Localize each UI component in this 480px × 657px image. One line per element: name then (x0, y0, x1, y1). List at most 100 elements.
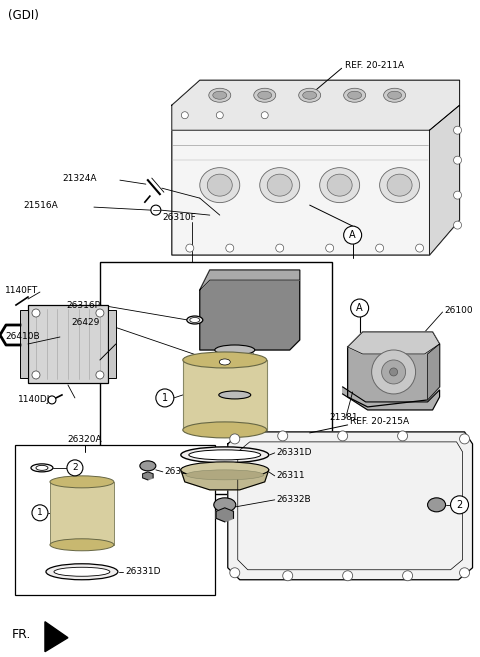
Ellipse shape (36, 465, 48, 470)
Ellipse shape (216, 350, 254, 357)
Ellipse shape (215, 345, 255, 355)
Polygon shape (428, 344, 440, 400)
Circle shape (186, 244, 194, 252)
Ellipse shape (428, 498, 445, 512)
Ellipse shape (186, 470, 264, 480)
Ellipse shape (189, 450, 261, 460)
Text: 21381: 21381 (330, 413, 358, 422)
Circle shape (451, 496, 468, 514)
Circle shape (403, 571, 413, 581)
Ellipse shape (187, 316, 203, 324)
Text: 26311: 26311 (277, 471, 305, 480)
Ellipse shape (254, 88, 276, 102)
Ellipse shape (258, 91, 272, 99)
Bar (50, 482, 114, 545)
Ellipse shape (50, 476, 114, 488)
Circle shape (96, 309, 104, 317)
Text: 1140FT: 1140FT (5, 286, 38, 294)
Circle shape (261, 112, 268, 119)
Circle shape (278, 431, 288, 441)
Ellipse shape (384, 88, 406, 102)
Text: 21324A: 21324A (62, 173, 96, 183)
Circle shape (32, 371, 40, 379)
Polygon shape (200, 270, 300, 350)
Text: REF. 20-211A: REF. 20-211A (345, 60, 404, 70)
Circle shape (372, 350, 416, 394)
Polygon shape (348, 332, 440, 407)
Text: REF. 20-215A: REF. 20-215A (349, 417, 409, 426)
Ellipse shape (260, 168, 300, 202)
Polygon shape (200, 270, 300, 290)
Text: A: A (356, 303, 363, 313)
Ellipse shape (183, 352, 267, 368)
Polygon shape (228, 432, 472, 579)
Circle shape (454, 221, 462, 229)
Bar (100, 262, 332, 494)
Circle shape (454, 156, 462, 164)
Circle shape (96, 371, 104, 379)
Ellipse shape (219, 391, 251, 399)
Text: 26332B: 26332B (277, 495, 312, 505)
Ellipse shape (299, 88, 321, 102)
Ellipse shape (207, 174, 232, 196)
Ellipse shape (46, 564, 118, 579)
Circle shape (48, 396, 56, 404)
Ellipse shape (50, 539, 114, 551)
Circle shape (276, 244, 284, 252)
Circle shape (376, 244, 384, 252)
Text: 26332B: 26332B (165, 467, 200, 476)
Text: 2: 2 (72, 463, 78, 472)
Circle shape (32, 505, 48, 521)
Circle shape (230, 434, 240, 444)
Text: 26331D: 26331D (277, 448, 312, 457)
Polygon shape (348, 332, 440, 354)
Bar (15, 445, 215, 595)
Ellipse shape (181, 462, 269, 478)
Ellipse shape (219, 378, 251, 384)
Circle shape (325, 244, 334, 252)
Text: 1140DJ: 1140DJ (18, 396, 50, 405)
Polygon shape (430, 105, 459, 255)
Text: 1: 1 (162, 393, 168, 403)
Circle shape (67, 460, 83, 476)
Bar (28, 305, 108, 383)
Ellipse shape (54, 567, 110, 576)
Circle shape (454, 191, 462, 199)
Ellipse shape (216, 357, 234, 367)
Ellipse shape (388, 91, 402, 99)
Ellipse shape (213, 91, 227, 99)
Circle shape (397, 431, 408, 441)
Circle shape (226, 244, 234, 252)
Polygon shape (172, 80, 459, 255)
Ellipse shape (209, 88, 231, 102)
Polygon shape (343, 387, 440, 410)
Ellipse shape (183, 422, 267, 438)
Circle shape (156, 389, 174, 407)
Polygon shape (181, 470, 269, 490)
Circle shape (382, 360, 406, 384)
Ellipse shape (140, 461, 156, 471)
Circle shape (390, 368, 397, 376)
Circle shape (181, 112, 188, 119)
Ellipse shape (181, 447, 269, 463)
Ellipse shape (380, 168, 420, 202)
Circle shape (344, 226, 361, 244)
Ellipse shape (217, 365, 252, 371)
Circle shape (151, 205, 161, 215)
Polygon shape (45, 622, 68, 652)
Circle shape (337, 431, 348, 441)
Ellipse shape (214, 498, 236, 512)
Ellipse shape (216, 357, 253, 363)
Text: (GDI): (GDI) (8, 9, 39, 22)
Ellipse shape (348, 91, 361, 99)
Polygon shape (172, 80, 459, 130)
Circle shape (459, 434, 469, 444)
Text: 26316P: 26316P (66, 300, 100, 309)
Polygon shape (216, 508, 233, 522)
Circle shape (416, 244, 423, 252)
Ellipse shape (200, 168, 240, 202)
Ellipse shape (31, 464, 53, 472)
Bar (108, 310, 116, 378)
Circle shape (454, 126, 462, 134)
Polygon shape (143, 472, 153, 480)
